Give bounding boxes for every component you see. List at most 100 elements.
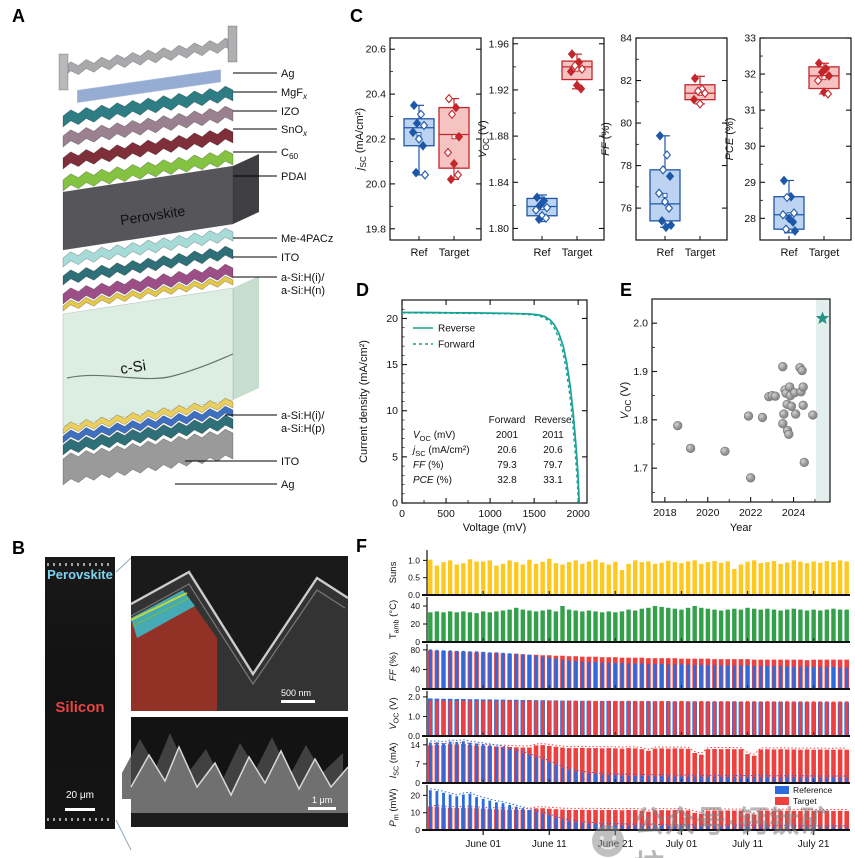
svg-text:1.80: 1.80 bbox=[489, 223, 510, 235]
panel-b-label: B bbox=[12, 538, 25, 558]
svg-text:2000: 2000 bbox=[567, 508, 591, 520]
svg-text:0: 0 bbox=[399, 508, 405, 520]
svg-text:0: 0 bbox=[415, 637, 420, 647]
panel-f-outdoor-timeseries: 0.0 0.5 1.0 Suns 0 20 40 Tamb (°C) 0 40 80 FF (%) 0.… bbox=[388, 550, 850, 850]
svg-text:Ref: Ref bbox=[780, 247, 798, 259]
svg-text:76: 76 bbox=[620, 203, 632, 215]
scalebar-1um bbox=[308, 807, 336, 810]
svg-text:PDAI: PDAI bbox=[281, 171, 307, 183]
svg-text:IZO: IZO bbox=[281, 106, 300, 118]
svg-text:Forward: Forward bbox=[438, 340, 475, 351]
panel-c-boxplots: 19.8 20.0 20.2 20.4 20.6 jSC (mA/cm²) Ref Targe… bbox=[354, 33, 852, 259]
svg-text:a-Si:H(i)/: a-Si:H(i)/ bbox=[281, 410, 325, 422]
svg-text:Ag: Ag bbox=[281, 68, 294, 80]
panel-d-jv-curve: 0 500 1000 1500 2000 0 5 10 15 20 Voltage (mV) Curr… bbox=[358, 299, 591, 534]
svg-text:Reverse: Reverse bbox=[438, 324, 476, 335]
svg-text:28: 28 bbox=[744, 213, 756, 225]
svg-text:0: 0 bbox=[392, 498, 398, 510]
svg-text:1.7: 1.7 bbox=[633, 463, 648, 475]
svg-text:1000: 1000 bbox=[478, 508, 502, 520]
svg-text:July 01: July 01 bbox=[666, 839, 698, 850]
svg-text:2.0: 2.0 bbox=[408, 692, 420, 702]
svg-text:Target: Target bbox=[809, 247, 840, 259]
svg-text:0.5: 0.5 bbox=[408, 573, 420, 583]
svg-text:29: 29 bbox=[744, 177, 756, 189]
svg-text:Target: Target bbox=[793, 796, 817, 806]
svg-text:500: 500 bbox=[437, 508, 455, 520]
perovskite-layer-texture bbox=[47, 563, 113, 566]
svg-text:78: 78 bbox=[620, 160, 632, 172]
svg-text:Ref: Ref bbox=[410, 247, 428, 259]
svg-text:PCE (%): PCE (%) bbox=[724, 118, 736, 161]
svg-text:84: 84 bbox=[620, 33, 632, 45]
svg-text:32: 32 bbox=[744, 69, 756, 81]
svg-text:ITO: ITO bbox=[281, 456, 300, 468]
svg-text:32.8: 32.8 bbox=[497, 475, 517, 486]
svg-text:Target: Target bbox=[562, 247, 593, 259]
svg-text:C60: C60 bbox=[281, 147, 299, 161]
svg-text:July 21: July 21 bbox=[798, 839, 830, 850]
svg-text:a-Si:H(p): a-Si:H(p) bbox=[281, 423, 325, 435]
bottom-layer-texture bbox=[47, 818, 113, 821]
svg-text:June 11: June 11 bbox=[532, 839, 567, 850]
svg-text:5: 5 bbox=[392, 451, 398, 463]
panel-e-voc-year-scatter: 2018 2020 2022 2024 1.7 1.8 1.9 2.0 Year VOC (V) bbox=[619, 298, 831, 534]
svg-text:Pm (mW): Pm (mW) bbox=[388, 788, 401, 826]
svg-text:2001: 2001 bbox=[496, 430, 519, 441]
svg-text:PCE (%): PCE (%) bbox=[413, 475, 452, 486]
svg-text:VOC (V): VOC (V) bbox=[388, 697, 401, 729]
svg-text:20.6: 20.6 bbox=[543, 445, 563, 456]
svg-text:79.3: 79.3 bbox=[497, 460, 517, 471]
svg-text:1.9: 1.9 bbox=[633, 366, 648, 378]
svg-text:FF (%): FF (%) bbox=[413, 460, 444, 471]
svg-text:Ag: Ag bbox=[281, 479, 294, 491]
svg-text:79.7: 79.7 bbox=[543, 460, 563, 471]
svg-text:14: 14 bbox=[411, 740, 421, 750]
svg-text:20.6: 20.6 bbox=[497, 445, 517, 456]
svg-text:ISC (mA): ISC (mA) bbox=[388, 743, 401, 779]
panel-f-label: F bbox=[356, 536, 367, 556]
svg-text:2022: 2022 bbox=[739, 507, 763, 519]
svg-text:1.0: 1.0 bbox=[408, 711, 420, 721]
svg-text:20.2: 20.2 bbox=[366, 134, 387, 146]
svg-text:FF (%): FF (%) bbox=[388, 652, 399, 681]
scalebar-20um bbox=[65, 808, 95, 811]
svg-text:Me-4PACz: Me-4PACz bbox=[281, 233, 333, 245]
svg-text:0: 0 bbox=[415, 778, 420, 788]
svg-text:1.92: 1.92 bbox=[489, 84, 510, 96]
svg-text:jSC (mA/cm²): jSC (mA/cm²) bbox=[354, 108, 368, 172]
svg-text:Voltage (mV): Voltage (mV) bbox=[463, 522, 527, 534]
svg-text:Year: Year bbox=[730, 522, 753, 534]
svg-text:Forward: Forward bbox=[489, 415, 526, 426]
panel-a-device-stack: Perovskitec-SiAgMgFxIZOSnOxC60PDAIMe-4PA… bbox=[58, 25, 333, 491]
panel-d-label: D bbox=[356, 280, 369, 300]
svg-text:0.0: 0.0 bbox=[408, 590, 420, 600]
svg-text:82: 82 bbox=[620, 75, 632, 87]
svg-text:1.96: 1.96 bbox=[489, 38, 510, 50]
panel-b-cross-section-sem: Perovskite Silicon 20 μm bbox=[45, 557, 115, 829]
svg-text:19.8: 19.8 bbox=[366, 223, 387, 235]
panel-b-sem-top-image bbox=[130, 556, 349, 711]
scalebar-1um-label: 1 μm bbox=[312, 795, 333, 805]
svg-text:1.88: 1.88 bbox=[489, 131, 510, 143]
svg-text:30: 30 bbox=[744, 141, 756, 153]
scalebar-500nm-label: 500 nm bbox=[281, 688, 312, 698]
svg-text:Tamb (°C): Tamb (°C) bbox=[388, 600, 401, 639]
svg-text:2024: 2024 bbox=[782, 507, 806, 519]
svg-text:7: 7 bbox=[415, 759, 420, 769]
svg-text:July 11: July 11 bbox=[732, 839, 763, 850]
svg-text:ITO: ITO bbox=[281, 252, 300, 264]
svg-text:Ref: Ref bbox=[533, 247, 551, 259]
svg-text:20: 20 bbox=[411, 619, 421, 629]
svg-text:40: 40 bbox=[411, 601, 421, 611]
svg-text:0.0: 0.0 bbox=[408, 731, 420, 741]
panel-c-label: C bbox=[350, 6, 363, 26]
svg-text:SnOx: SnOx bbox=[281, 124, 308, 138]
svg-text:2020: 2020 bbox=[696, 507, 720, 519]
svg-text:80: 80 bbox=[411, 645, 421, 655]
panel-a-label: A bbox=[12, 6, 25, 26]
svg-text:20.4: 20.4 bbox=[366, 89, 387, 101]
silicon-label: Silicon bbox=[55, 699, 105, 716]
panel-b-sem-bottom-image bbox=[122, 717, 349, 827]
svg-text:33.1: 33.1 bbox=[543, 475, 563, 486]
